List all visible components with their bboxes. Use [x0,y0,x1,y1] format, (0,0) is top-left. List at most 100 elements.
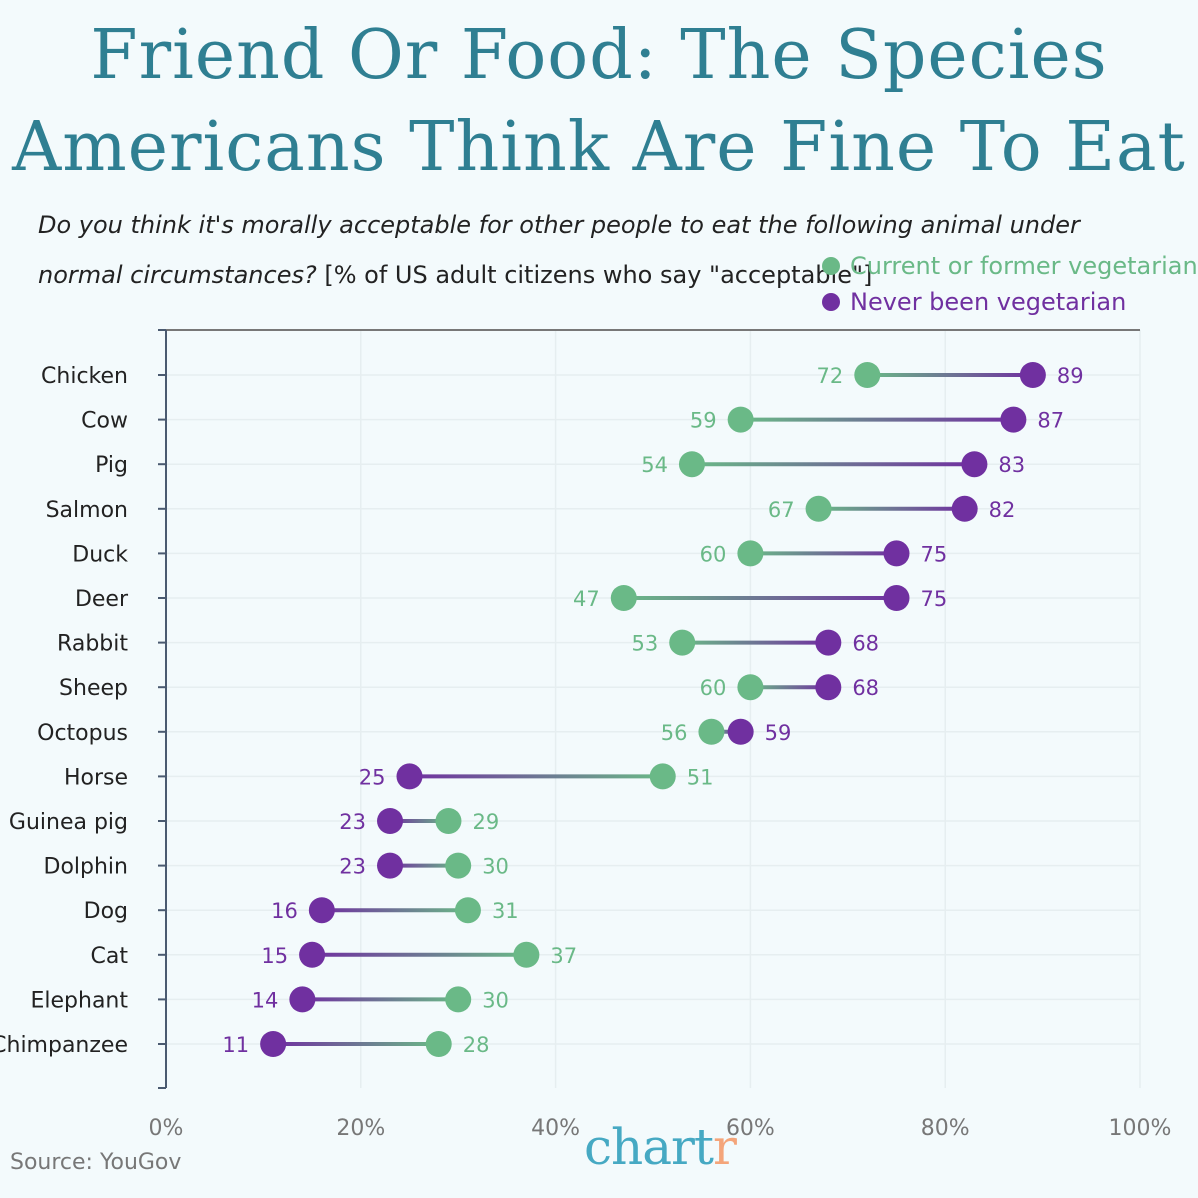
data-point [299,941,326,968]
y-tick-label: Octopus [37,721,128,746]
data-label: 72 [817,364,844,388]
data-point [454,897,481,924]
data-label: 30 [482,855,509,879]
data-label: 37 [550,944,577,968]
title-line-1: Friend Or Food: The Species [90,16,1108,95]
data-label: 82 [989,498,1016,522]
logo-accent: r [713,1118,737,1176]
y-tick-label: Cat [91,944,129,969]
data-point [260,1031,287,1057]
data-point [805,495,832,522]
subtitle-note: [% of US adult citizens who say "accepta… [324,261,873,289]
legend-item-vegetarian: Current or former vegetarian [822,248,1198,284]
data-point [698,718,725,745]
data-point [649,763,676,790]
data-point [445,852,472,879]
data-point [961,451,988,478]
data-label: 54 [641,453,668,477]
y-tick-label: Guinea pig [9,810,128,835]
data-label: 30 [482,988,509,1012]
data-label: 59 [690,409,717,433]
data-point [289,986,316,1013]
source-note: Source: YouGov [10,1150,182,1175]
title-line-2: Americans Think Are Fine To Eat [12,108,1186,187]
data-point [727,718,754,745]
x-tick-label: 100% [1109,1116,1172,1141]
data-label: 56 [661,721,688,745]
x-tick-label: 20% [336,1116,385,1141]
data-point [815,674,842,701]
data-label: 67 [768,498,795,522]
data-point [445,986,472,1013]
x-tick-label: 40% [531,1116,580,1141]
chart-subtitle: Do you think it's morally acceptable for… [38,200,1158,300]
data-label: 31 [492,899,519,923]
x-tick-label: 0% [149,1116,184,1141]
data-label: 53 [631,632,658,656]
x-tick-label: 60% [726,1116,775,1141]
data-label: 15 [261,944,288,968]
data-point [737,674,764,701]
y-tick-label: Salmon [46,498,128,523]
chart-title: Friend Or Food: The Species Americans Thi… [0,10,1198,194]
data-label: 29 [472,810,499,834]
data-point [377,808,404,834]
data-label: 75 [921,542,948,566]
legend-item-never: Never been vegetarian [822,284,1198,320]
data-label: 14 [252,988,279,1012]
logo-text: chart [584,1118,714,1176]
x-tick-label: 80% [921,1116,970,1141]
data-point [610,585,637,611]
data-label: 11 [222,1033,249,1057]
data-label: 68 [852,632,879,656]
data-label: 59 [765,721,792,745]
data-point [951,495,978,522]
y-tick-label: Pig [95,453,128,478]
y-tick-label: Elephant [30,988,128,1013]
y-tick-label: Dog [84,899,128,924]
subtitle-question: Do you think it's morally acceptable for… [38,211,1080,289]
data-point [1000,406,1027,433]
data-label: 51 [687,765,714,789]
legend-dot [822,257,840,275]
data-label: 47 [573,587,600,611]
y-tick-label: Chicken [41,364,128,389]
data-label: 23 [339,810,366,834]
data-point [815,629,842,656]
data-point [678,451,705,478]
data-label: 25 [359,765,386,789]
data-point [396,763,423,790]
y-tick-label: Dolphin [44,855,128,880]
data-label: 60 [700,542,727,566]
data-point [425,1031,452,1057]
y-tick-label: Chimpanzee [0,1033,128,1058]
data-point [737,540,764,567]
legend-label: Never been vegetarian [850,288,1127,316]
chartr-logo: chartr [584,1118,737,1176]
data-label: 28 [463,1033,490,1057]
y-tick-label: Horse [64,765,128,790]
y-tick-label: Cow [81,409,128,434]
legend-dot [822,293,840,311]
data-point [308,897,335,924]
data-label: 60 [700,676,727,700]
data-point [1019,362,1046,388]
data-label: 75 [921,587,948,611]
data-point [513,941,540,968]
y-tick-label: Deer [75,587,129,612]
data-point [435,808,462,834]
data-point [377,852,404,879]
data-label: 68 [852,676,879,700]
data-label: 16 [271,899,298,923]
data-point [727,406,754,433]
data-label: 83 [998,453,1025,477]
data-point [669,629,696,656]
data-label: 23 [339,855,366,879]
y-tick-label: Sheep [59,676,128,701]
y-tick-label: Duck [72,542,128,567]
y-tick-label: Rabbit [57,632,128,657]
data-point [854,362,881,388]
data-point [883,540,910,567]
legend-label: Current or former vegetarian [850,252,1198,280]
